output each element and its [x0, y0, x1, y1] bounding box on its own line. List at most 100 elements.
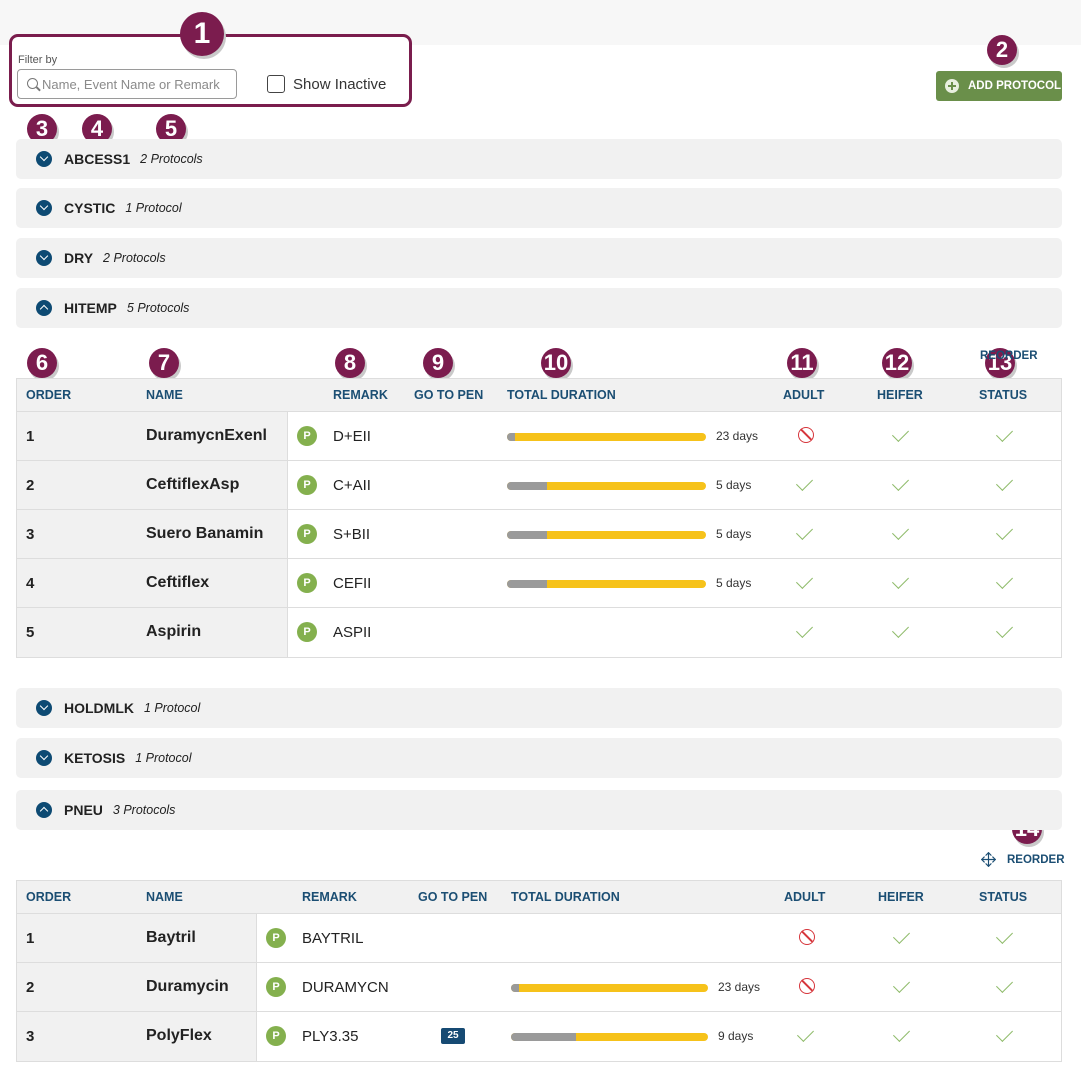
column-status[interactable]: STATUS [979, 890, 1028, 904]
column-remark[interactable]: REMARK [333, 388, 388, 402]
column-total-duration[interactable]: TOTAL DURATION [507, 388, 616, 402]
column-remark[interactable]: REMARK [302, 890, 357, 904]
go-to-pen-badge[interactable]: 25 [441, 1028, 465, 1044]
callout-6: 6 [27, 348, 57, 378]
column-order[interactable]: ORDER [26, 388, 72, 402]
table-header: ORDER NAME REMARK GO TO PEN TOTAL DURATI… [17, 881, 1061, 914]
chevron-up-icon[interactable] [36, 802, 52, 818]
add-protocol-button[interactable]: ADD PROTOCOL [936, 71, 1062, 101]
row-name[interactable]: Suero Banamin [146, 525, 264, 542]
duration-days: 5 days [716, 527, 752, 541]
show-inactive-toggle[interactable]: Show Inactive [267, 75, 386, 93]
column-adult[interactable]: ADULT [784, 890, 826, 904]
row-name[interactable]: Duramycin [146, 978, 229, 995]
search-icon [27, 78, 38, 89]
row-remark: ASPII [333, 624, 372, 641]
search-input[interactable] [42, 74, 232, 94]
column-heifer[interactable]: HEIFER [877, 388, 923, 402]
check-icon [892, 621, 909, 638]
callout-9: 9 [423, 348, 453, 378]
protocol-badge: P [297, 573, 317, 593]
duration-bar [511, 984, 708, 992]
row-remark: PLY3.35 [302, 1028, 359, 1045]
chevron-down-icon[interactable] [36, 200, 52, 216]
duration-days: 5 days [716, 478, 752, 492]
table-row[interactable]: 3 PolyFlex P PLY3.35 25 9 days [17, 1012, 1061, 1061]
reorder-button-hitemp[interactable]: REORDER [980, 350, 1038, 362]
chevron-down-icon[interactable] [36, 700, 52, 716]
row-name[interactable]: Ceftiflex [146, 574, 210, 591]
check-icon [797, 1025, 814, 1042]
search-field[interactable] [17, 69, 237, 99]
check-icon [996, 572, 1013, 589]
duration-bar [511, 1033, 708, 1041]
duration-bar [507, 531, 706, 539]
table-header: ORDER NAME REMARK GO TO PEN TOTAL DURATI… [17, 379, 1061, 412]
row-name[interactable]: DuramycnExenl [146, 427, 267, 444]
row-order: 4 [26, 575, 35, 592]
row-frozen-cells [17, 1012, 257, 1061]
check-icon [996, 621, 1013, 638]
category-count: 3 Protocols [112, 803, 176, 817]
check-icon [796, 474, 813, 491]
column-total-duration[interactable]: TOTAL DURATION [511, 890, 620, 904]
category-count: 5 Protocols [126, 301, 190, 315]
row-remark: S+BII [333, 526, 371, 543]
category-abcess1[interactable]: ABCESS1 2 Protocols [16, 139, 1062, 179]
chevron-down-icon[interactable] [36, 151, 52, 167]
protocol-table-pneu: ORDER NAME REMARK GO TO PEN TOTAL DURATI… [16, 880, 1062, 1062]
callout-12: 12 [882, 348, 912, 378]
table-row[interactable]: 2 Duramycin P DURAMYCN 23 days [17, 963, 1061, 1012]
table-row[interactable]: 1 DuramycnExenl P D+EII 23 days [17, 412, 1061, 461]
row-frozen-cells [17, 608, 288, 657]
duration-bar-elapsed [511, 1033, 576, 1041]
category-name: HITEMP [64, 300, 117, 316]
category-cystic[interactable]: CYSTIC 1 Protocol [16, 188, 1062, 228]
table-row[interactable]: 3 Suero Banamin P S+BII 5 days [17, 510, 1061, 559]
category-pneu[interactable]: PNEU 3 Protocols [16, 790, 1062, 830]
protocol-badge: P [297, 622, 317, 642]
category-name: CYSTIC [64, 200, 116, 216]
column-name[interactable]: NAME [146, 388, 183, 402]
duration-bar [507, 482, 706, 490]
row-frozen-cells [17, 914, 257, 962]
row-remark: BAYTRIL [302, 930, 364, 947]
chevron-down-icon[interactable] [36, 750, 52, 766]
check-icon [996, 474, 1013, 491]
move-arrows-icon [981, 852, 996, 867]
column-adult[interactable]: ADULT [783, 388, 825, 402]
check-icon [996, 976, 1013, 993]
row-remark: DURAMYCN [302, 979, 389, 996]
category-hitemp[interactable]: HITEMP 5 Protocols [16, 288, 1062, 328]
column-status[interactable]: STATUS [979, 388, 1028, 402]
column-go-to-pen[interactable]: GO TO PEN [418, 890, 488, 904]
row-order: 2 [26, 979, 35, 996]
callout-2: 2 [987, 35, 1017, 65]
column-go-to-pen[interactable]: GO TO PEN [414, 388, 484, 402]
table-row[interactable]: 5 Aspirin P ASPII [17, 608, 1061, 657]
callout-1: 1 [180, 12, 224, 56]
duration-bar-elapsed [511, 984, 519, 992]
row-name[interactable]: Baytril [146, 929, 196, 946]
row-name[interactable]: Aspirin [146, 623, 202, 640]
show-inactive-checkbox[interactable] [267, 75, 285, 93]
column-order[interactable]: ORDER [26, 890, 72, 904]
table-row[interactable]: 2 CeftiflexAsp P C+AII 5 days [17, 461, 1061, 510]
row-frozen-cells [17, 461, 288, 509]
column-heifer[interactable]: HEIFER [878, 890, 924, 904]
category-count: 1 Protocol [144, 701, 201, 715]
category-ketosis[interactable]: KETOSIS 1 Protocol [16, 738, 1062, 778]
row-name[interactable]: PolyFlex [146, 1027, 212, 1044]
table-row[interactable]: 1 Baytril P BAYTRIL [17, 914, 1061, 963]
table-row[interactable]: 4 Ceftiflex P CEFII 5 days [17, 559, 1061, 608]
chevron-down-icon[interactable] [36, 250, 52, 266]
row-order: 5 [26, 624, 35, 641]
column-name[interactable]: NAME [146, 890, 183, 904]
chevron-up-icon[interactable] [36, 300, 52, 316]
reorder-label: REORDER [980, 350, 1038, 362]
category-holdmlk[interactable]: HOLDMLK 1 Protocol [16, 688, 1062, 728]
reorder-button-pneu[interactable]: REORDER [980, 851, 1065, 868]
row-name[interactable]: CeftiflexAsp [146, 476, 240, 493]
row-remark: C+AII [333, 477, 371, 494]
category-dry[interactable]: DRY 2 Protocols [16, 238, 1062, 278]
